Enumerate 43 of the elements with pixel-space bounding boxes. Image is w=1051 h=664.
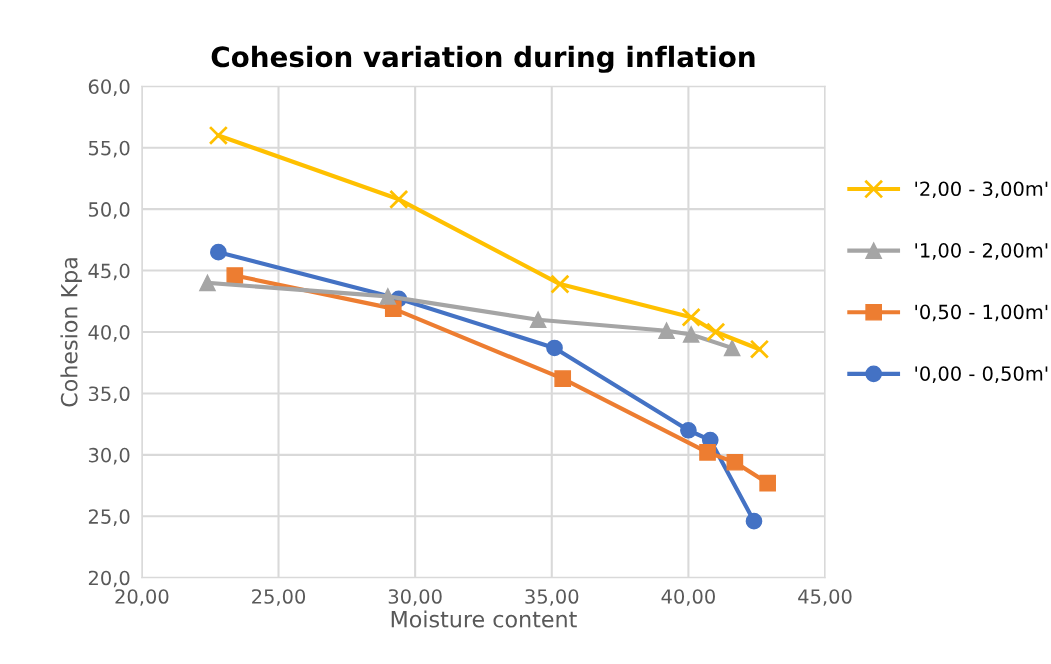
point: [682, 326, 700, 343]
y-tick-label: 30,0: [88, 447, 130, 465]
y-tick-label: 55,0: [88, 140, 130, 158]
point: [546, 339, 563, 357]
point: [723, 339, 741, 357]
legend-label: '2,00 - 3,00m': [915, 181, 1048, 199]
point: [681, 307, 701, 327]
x-tick-label: 20,00: [115, 589, 169, 606]
point: [226, 267, 244, 284]
point: [389, 189, 409, 210]
point: [199, 274, 216, 292]
point: [726, 453, 744, 471]
point: [745, 512, 763, 530]
point: [208, 125, 229, 146]
point: [706, 322, 726, 342]
point: [759, 474, 776, 492]
point: [550, 274, 570, 294]
legend-label: '0,00 - 0,50m': [915, 366, 1048, 383]
y-tick-label: 45,0: [88, 263, 130, 281]
x-tick-label: 30,00: [388, 589, 442, 606]
legend-label: '1,00 - 2,00m': [915, 243, 1048, 260]
point: [210, 243, 227, 261]
x-tick-label: 45,00: [798, 589, 852, 606]
point: [680, 421, 697, 439]
point: [379, 288, 397, 305]
point: [658, 322, 675, 340]
chart-title: Cohesion variation during inflation: [211, 45, 755, 73]
point: [699, 444, 716, 461]
point: [529, 311, 547, 329]
point: [554, 370, 572, 388]
y-tick-label: 35,0: [88, 386, 130, 404]
y-tick-label: 25,0: [88, 509, 130, 526]
y-tick-label: 50,0: [88, 202, 130, 219]
x-tick-label: 40,00: [661, 589, 715, 606]
x-axis-title: Moisture content: [391, 610, 577, 628]
point: [749, 339, 770, 359]
x-tick-label: 35,00: [525, 589, 579, 606]
y-axis-title: Cohesion Kpa: [60, 258, 82, 407]
x-tick-label: 25,00: [252, 589, 306, 606]
legend-label: '0,50 - 1,00m': [915, 304, 1048, 322]
y-tick-label: 40,0: [88, 324, 130, 342]
y-tick-label: 20,0: [88, 570, 130, 588]
y-tick-label: 60,0: [88, 79, 130, 96]
